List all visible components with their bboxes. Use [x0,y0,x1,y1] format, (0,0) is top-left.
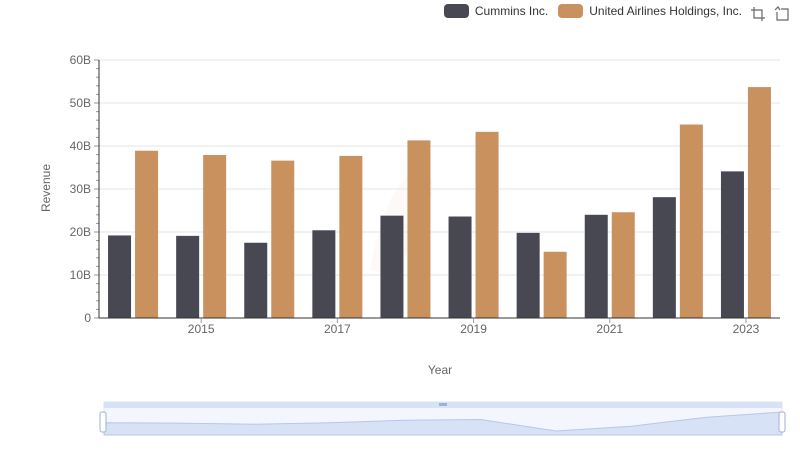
data-zoom-slider[interactable] [99,401,786,436]
bar-united-airlines[interactable] [271,160,295,318]
slider-preview-area [103,411,783,436]
x-tick-label: 2021 [596,322,623,336]
x-axis-title: Year [428,363,452,377]
y-tick-label: 50B [70,96,91,110]
x-tick-label: 2019 [460,322,487,336]
y-tick-label: 40B [70,139,91,153]
restore-icon[interactable] [774,6,790,22]
slider-track[interactable] [103,401,783,436]
bar-cummins[interactable] [244,242,268,318]
legend-label-cummins: Cummins Inc. [474,4,549,18]
bar-cummins[interactable] [448,216,472,318]
bar-cummins[interactable] [108,235,132,318]
bar-united-airlines[interactable] [407,140,431,318]
bar-cummins[interactable] [720,171,744,318]
bar-united-airlines[interactable] [203,155,227,318]
bar-cummins[interactable] [584,214,608,318]
chart-toolbar [750,6,790,22]
bar-cummins[interactable] [312,230,336,318]
y-tick-label: 20B [70,225,91,239]
bar-united-airlines[interactable] [611,212,635,318]
legend-item-united[interactable]: United Airlines Holdings, Inc. [558,4,742,18]
watermark-shape [370,174,433,275]
y-tick-label: 60B [70,53,91,67]
y-axis-title: Revenue [39,164,53,212]
bar-united-airlines[interactable] [339,155,363,318]
y-tick-label: 30B [70,182,91,196]
legend-swatch-united [558,4,584,18]
y-tick-label: 0 [84,311,91,325]
y-tick-label: 10B [70,268,91,282]
legend-label-united: United Airlines Holdings, Inc. [589,4,742,18]
x-tick-label: 2023 [733,322,760,336]
bar-united-airlines[interactable] [475,131,499,318]
bar-united-airlines[interactable] [543,251,567,318]
slider-handle-right[interactable] [778,411,786,433]
slider-grip[interactable] [439,403,447,406]
bar-united-airlines[interactable] [747,87,771,318]
slider-handle-left[interactable] [99,411,107,433]
bar-cummins[interactable] [380,215,404,318]
legend-item-cummins[interactable]: Cummins Inc. [443,4,549,18]
x-tick-label: 2015 [188,322,215,336]
slider-top-bar [104,402,782,408]
legend: Cummins Inc. United Airlines Holdings, I… [443,4,742,18]
bar-united-airlines[interactable] [679,124,703,319]
legend-swatch-cummins [443,4,469,18]
bar-united-airlines[interactable] [135,150,159,318]
bar-cummins[interactable] [516,232,540,318]
bar-cummins[interactable] [176,235,200,318]
zoom-select-icon[interactable] [750,6,766,22]
bar-cummins[interactable] [652,197,676,318]
x-tick-label: 2017 [324,322,351,336]
